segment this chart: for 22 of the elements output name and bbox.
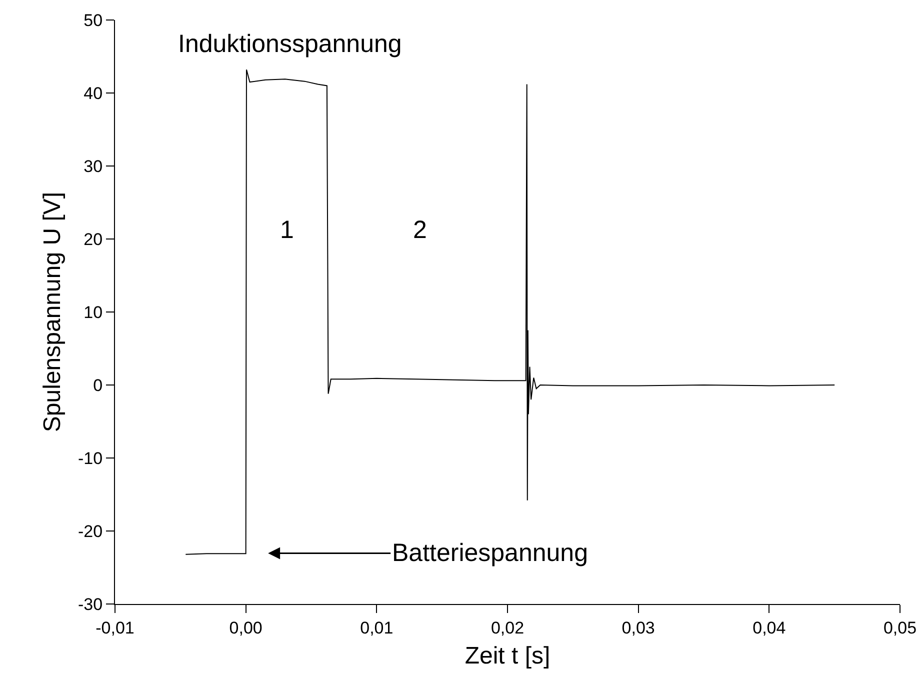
- annotation: Induktionsspannung: [178, 30, 402, 58]
- y-tick-label: 40: [84, 84, 103, 103]
- x-tick-label: 0,05: [883, 618, 917, 638]
- y-tick-label: 20: [84, 230, 103, 249]
- y-tick-label: 10: [84, 302, 103, 322]
- x-tick-label: 0,00: [229, 618, 262, 638]
- x-tick-label: 0,02: [490, 618, 524, 638]
- annotation: Batteriespannung: [392, 539, 588, 567]
- x-tick-label: 0,01: [360, 618, 394, 638]
- y-tick-label: -30: [78, 594, 103, 614]
- y-axis-title: Spulenspannung U [V]: [39, 192, 66, 432]
- x-tick-label: 0,04: [752, 618, 786, 638]
- y-tick-label: 0: [93, 376, 103, 395]
- annotation: 1: [280, 216, 294, 244]
- annotation: 2: [413, 216, 427, 244]
- x-axis-title: Zeit t [s]: [464, 642, 550, 670]
- x-tick-label: -0,01: [96, 618, 134, 638]
- y-tick-label: 30: [84, 156, 103, 176]
- y-tick-label: 50: [84, 10, 103, 30]
- y-tick-label: -10: [78, 448, 103, 468]
- y-tick-label: -20: [78, 522, 103, 541]
- x-tick-label: 0,03: [622, 618, 655, 638]
